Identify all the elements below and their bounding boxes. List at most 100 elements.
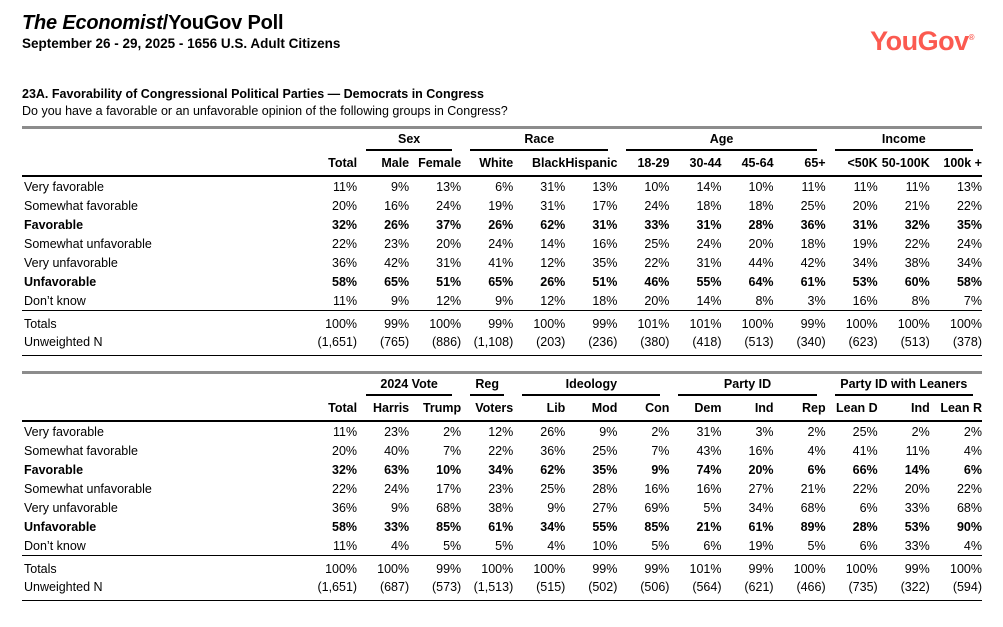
table-cell: (687) — [379, 580, 410, 594]
table-cell: 14% — [696, 179, 722, 194]
table-cell: 99% — [565, 310, 618, 333]
row-label: Unweighted N — [24, 335, 103, 349]
group-header: Income — [826, 128, 982, 151]
column-header: Harris — [357, 396, 410, 422]
header-spacer — [22, 128, 357, 152]
table-cell: 9% — [391, 500, 410, 515]
table-cell: 68% — [436, 500, 462, 515]
tables-container: Sex Race Age Income Total Male Female White Blac… — [22, 126, 982, 601]
table-cell: 6% — [859, 538, 878, 553]
table-cell: (378) — [952, 335, 982, 349]
group-header-label: Reg — [470, 377, 505, 396]
table-cell: (621) — [744, 580, 774, 594]
table-cell: 23% — [384, 424, 410, 439]
group-header-label: Race — [470, 132, 609, 151]
table-cell: 16% — [644, 481, 670, 496]
table-cell: 16% — [592, 236, 618, 251]
table-cell: 90% — [956, 519, 982, 534]
table-cell: (418) — [692, 335, 722, 349]
group-header-label: Sex — [366, 132, 453, 151]
table-cell: 12% — [488, 424, 514, 439]
table-cell: 51% — [436, 274, 462, 289]
table-cell: 26% — [540, 424, 566, 439]
table-cell: 5% — [703, 500, 722, 515]
table-cell: 68% — [800, 500, 826, 515]
unweighted-row: Unweighted N (1,651) (765) (886) (1,108) (203… — [22, 333, 982, 356]
row-label: Favorable — [24, 217, 84, 232]
table-cell: 99% — [721, 555, 774, 578]
row-label: Unfavorable — [24, 274, 97, 289]
table-cell: 6% — [807, 462, 826, 477]
column-header-empty — [22, 396, 305, 422]
table-cell: 13% — [956, 179, 982, 194]
table-cell: 23% — [488, 481, 514, 496]
table-cell: 55% — [696, 274, 722, 289]
row-label: Totals — [22, 310, 305, 333]
table-cell: 44% — [748, 255, 774, 270]
table-cell: 38% — [488, 500, 514, 515]
table-cell: 16% — [852, 293, 878, 308]
table-cell: (1,108) — [473, 335, 514, 349]
table-cell: (236) — [588, 335, 618, 349]
table-cell: 101% — [617, 310, 670, 333]
table-cell: 100% — [513, 555, 566, 578]
table-cell: 100% — [929, 310, 982, 333]
table-cell: 53% — [904, 519, 930, 534]
table-cell: 9% — [495, 293, 514, 308]
table-cell: 4% — [963, 443, 982, 458]
table-row: Very unfavorable 36% 42% 31% 41% 12% 35% 22% 31%… — [22, 253, 982, 272]
table-cell: 31% — [696, 217, 722, 232]
poll-table-1: Sex Race Age Income Total Male Female White Blac… — [22, 126, 982, 356]
table-cell: 99% — [461, 310, 514, 333]
column-header: Ind — [877, 396, 930, 422]
table-cell: 13% — [436, 179, 462, 194]
column-header-empty — [22, 151, 305, 177]
table-row: Very favorable 11% 23% 2% 12% 26% 9% 2% 31% 3% 2% 2… — [22, 421, 982, 441]
table-cell: (515) — [536, 580, 566, 594]
row-label: Very unfavorable — [24, 500, 118, 515]
table-cell: 6% — [859, 500, 878, 515]
table-cell: (735) — [848, 580, 878, 594]
group-header: Age — [617, 128, 825, 151]
table-cell: 25% — [592, 443, 618, 458]
table-cell: 8% — [755, 293, 774, 308]
table-cell: 4% — [807, 443, 826, 458]
table-cell: 16% — [748, 443, 774, 458]
table-cell: 31% — [436, 255, 462, 270]
table-cell: (466) — [796, 580, 826, 594]
table-cell: 40% — [384, 443, 410, 458]
column-header: White — [461, 151, 514, 177]
table-cell: 9% — [391, 293, 410, 308]
table-row: Very unfavorable 36% 9% 68% 38% 9% 27% 69% 5% 34%… — [22, 498, 982, 517]
group-header: Ideology — [513, 373, 669, 396]
table-cell: 12% — [436, 293, 462, 308]
question-text: Do you have a favorable or an unfavorabl… — [22, 104, 508, 118]
table-cell: 100% — [721, 310, 774, 333]
column-header: Lib — [513, 396, 566, 422]
table-cell: 100% — [305, 310, 358, 333]
table-cell: 24% — [696, 236, 722, 251]
table-cell: (506) — [640, 580, 670, 594]
table-cell: 100% — [461, 555, 514, 578]
table-cell: (573) — [432, 580, 462, 594]
table-cell: 58% — [956, 274, 982, 289]
table-cell: 7% — [963, 293, 982, 308]
table-row: Don’t know 11% 9% 12% 9% 12% 18% 20% 14% 8% 3% 16% 8… — [22, 291, 982, 311]
table-cell: 18% — [800, 236, 826, 251]
table-cell: 27% — [592, 500, 618, 515]
row-label: Unfavorable — [24, 519, 97, 534]
totals-row: Totals 100% 100% 99% 100% 100% 99% 99% 101% 99% 10… — [22, 555, 982, 578]
group-header: Sex — [357, 128, 461, 151]
group-header-label: Age — [626, 132, 817, 151]
group-header-label: Party ID — [678, 377, 817, 396]
table-cell: 34% — [956, 255, 982, 270]
column-header: 65+ — [773, 151, 826, 177]
column-header: Ind — [721, 396, 774, 422]
row-label: Very unfavorable — [24, 255, 118, 270]
table-cell: 62% — [540, 217, 566, 232]
table-cell: 42% — [800, 255, 826, 270]
poll-table-2: 2024 Vote Reg Ideology Party ID Party ID wit… — [22, 371, 982, 601]
table-cell: 36% — [540, 443, 566, 458]
masthead: The Economist/YouGov Poll September 26 -… — [22, 12, 982, 57]
row-label: Very favorable — [24, 179, 104, 194]
